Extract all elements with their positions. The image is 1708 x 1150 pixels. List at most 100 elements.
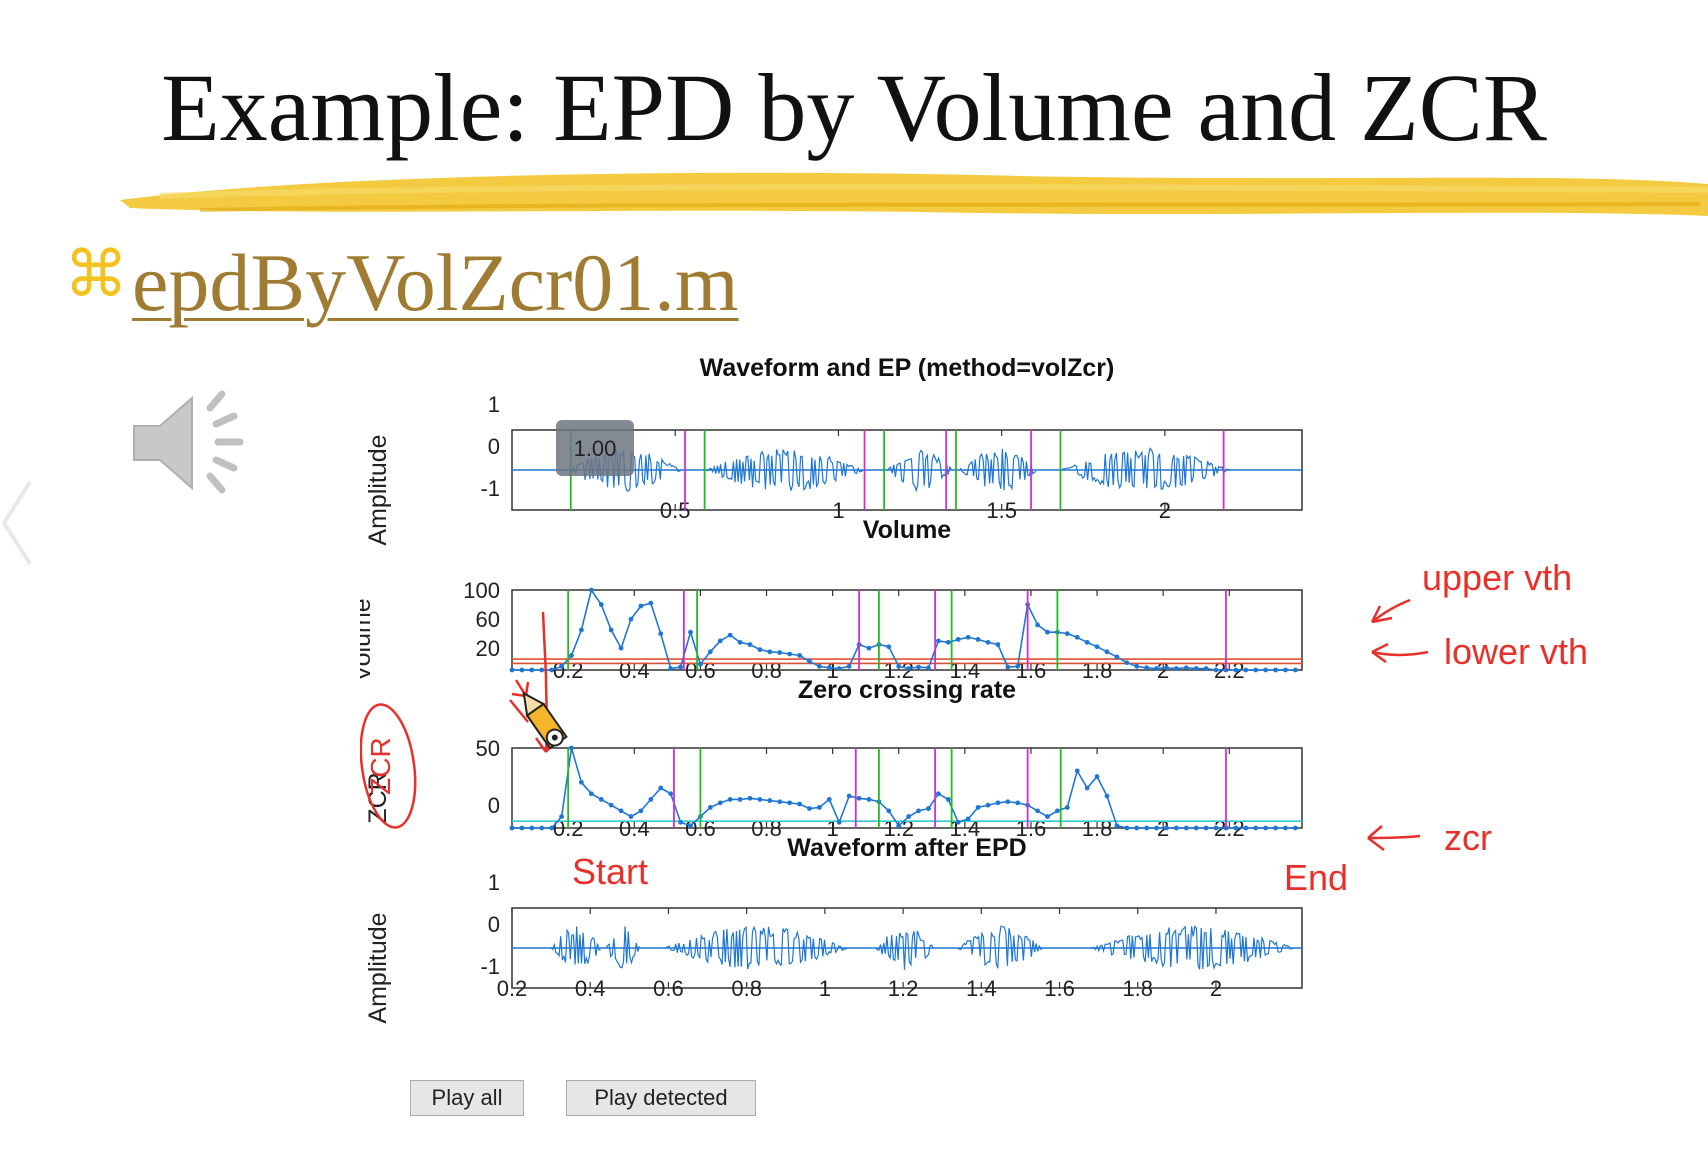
file-link[interactable]: epdByVolZcr01.m: [132, 237, 739, 328]
play-all-button[interactable]: Play all: [410, 1080, 524, 1116]
data-point: [628, 814, 634, 819]
data-point: [1094, 644, 1100, 650]
data-point: [1283, 667, 1288, 673]
play-detected-label: Play detected: [594, 1085, 728, 1110]
axes-box: [511, 589, 1303, 671]
chart-title: Zero crossing rate: [798, 676, 1016, 704]
arrow-start-check: [509, 679, 530, 723]
data-point: [509, 667, 515, 673]
data-point: [995, 800, 1001, 806]
y-tick-label: 1: [488, 392, 500, 417]
x-tick-label: 1: [819, 976, 831, 1001]
annotation-start: Start: [572, 851, 648, 892]
data-point: [678, 819, 683, 825]
x-tick-label: 0.4: [575, 976, 606, 1001]
data-point: [1045, 814, 1050, 819]
chart-panel-1: Waveform and EP (method=volZcr) Amplitude…: [364, 354, 1303, 546]
data-point: [1064, 805, 1070, 810]
data-point: [1144, 665, 1150, 671]
data-point: [1253, 825, 1259, 831]
data-point: [529, 667, 535, 673]
data-point: [678, 664, 683, 670]
data-point: [717, 638, 723, 644]
data-point: [1283, 825, 1288, 831]
data-point: [1144, 825, 1150, 831]
data-point: [688, 823, 693, 829]
data-point: [936, 638, 941, 644]
y-axis-label: Amplitude: [364, 434, 392, 545]
data-point: [955, 819, 961, 825]
x-tick-label: 1.8: [1082, 816, 1113, 841]
waveform-segment: [887, 449, 952, 493]
data-point: [1173, 666, 1179, 671]
y-tick-label: 1: [488, 870, 500, 895]
data-point: [1084, 639, 1090, 645]
annotation-zcr-circled: ZCR: [365, 737, 396, 795]
waveform-segment: [958, 448, 1037, 491]
data-point: [1203, 666, 1209, 671]
data-point: [1233, 825, 1239, 831]
data-point: [1243, 825, 1249, 831]
chart-title: Waveform and EP (method=volZcr): [700, 354, 1115, 382]
y-axis-label: Volume: [360, 598, 376, 681]
data-point: [1292, 825, 1298, 831]
data-point: [747, 642, 753, 647]
data-point: [747, 795, 753, 801]
speaker-icon[interactable]: [130, 388, 260, 498]
waveform-segment: [704, 449, 864, 491]
data-point: [1045, 629, 1050, 635]
y-tick-label: 60: [476, 607, 500, 632]
y-tick-label: -1: [480, 954, 500, 979]
data-point: [1263, 825, 1269, 831]
badge-text: 1.00: [574, 436, 617, 461]
data-point: [588, 587, 594, 593]
data-point: [1054, 808, 1060, 814]
data-point: [509, 825, 515, 831]
data-point: [717, 800, 723, 806]
data-point: [826, 665, 832, 671]
data-point: [569, 745, 574, 751]
data-point: [1114, 654, 1120, 660]
data-point: [519, 667, 525, 673]
arrow-upper-vth: [1370, 598, 1411, 624]
x-tick-label: 1.4: [950, 658, 981, 683]
x-tick-label: 2: [1210, 976, 1222, 1001]
data-point: [757, 797, 763, 802]
playback-rate-badge: 1.00: [556, 420, 634, 476]
waveform-segment: [1090, 925, 1295, 970]
data-point: [1015, 800, 1021, 806]
data-point: [608, 627, 614, 633]
data-point: [975, 637, 981, 642]
y-tick-label: 0: [488, 434, 500, 459]
data-point: [1094, 774, 1100, 779]
data-point: [777, 650, 783, 655]
x-tick-label: 2: [1157, 658, 1169, 683]
data-point: [1164, 665, 1169, 671]
data-point: [906, 666, 912, 671]
data-point: [1134, 663, 1140, 669]
data-point: [1005, 664, 1011, 670]
chevron-left-icon[interactable]: [0, 478, 34, 568]
data-point: [797, 801, 802, 807]
data-point: [648, 600, 654, 606]
chart-panel-4: Waveform after EPD Amplitude 1 0 -10.2 0.4 0.6…: [364, 834, 1303, 1024]
data-point: [926, 665, 931, 671]
data-point: [658, 785, 664, 791]
data-point: [559, 814, 564, 819]
x-tick-label: 1.6: [1016, 658, 1047, 683]
data-point: [1074, 634, 1080, 640]
x-tick-label: 1: [832, 498, 844, 523]
data-point: [886, 644, 892, 650]
play-detected-button[interactable]: Play detected: [566, 1080, 756, 1116]
data-point: [549, 825, 555, 831]
data-point: [797, 653, 802, 658]
data-point: [698, 661, 703, 667]
data-point: [965, 816, 971, 822]
data-point: [916, 664, 921, 670]
data-point: [707, 649, 713, 655]
data-point: [757, 647, 763, 653]
data-point: [1104, 793, 1110, 799]
arrow-zcr: [1367, 825, 1421, 851]
x-tick-label: 0.6: [653, 976, 684, 1001]
x-tick-label: 2: [1159, 498, 1171, 523]
